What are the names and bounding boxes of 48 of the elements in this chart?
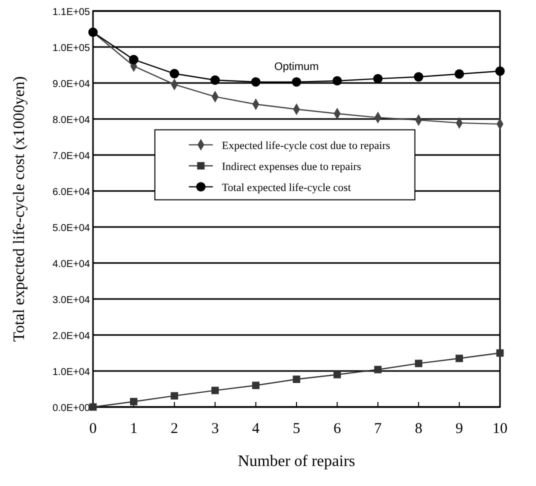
x-axis-title: Number of repairs	[238, 453, 356, 470]
x-tick-label: 1	[130, 421, 138, 437]
point	[170, 392, 178, 400]
point	[495, 66, 505, 76]
point	[332, 76, 342, 86]
point	[251, 77, 261, 87]
point	[170, 68, 180, 78]
y-tick-label: 2.0E+04	[52, 331, 90, 342]
y-tick-label: 6.0E+04	[52, 187, 90, 198]
point	[374, 366, 382, 374]
y-tick-label: 7.0E+04	[52, 151, 90, 162]
x-tick-label: 3	[211, 421, 219, 437]
y-tick-label: 1.0E+05	[52, 43, 90, 54]
y-axis-title: Total expected life-cycle cost (x1000yen)	[11, 76, 28, 342]
point	[211, 386, 219, 394]
x-tick-label: 2	[170, 421, 178, 437]
y-tick-label: 1.1E+05	[52, 7, 90, 18]
y-tick-label: 5.0E+04	[52, 223, 90, 234]
x-tick-label: 0	[89, 421, 97, 437]
y-tick-label: 1.0E+04	[52, 367, 90, 378]
y-tick-label: 0.0E+00	[52, 403, 90, 414]
y-tick-label: 4.0E+04	[52, 259, 90, 270]
y-tick-label: 3.0E+04	[52, 295, 90, 306]
point	[292, 376, 300, 383]
point	[130, 398, 138, 406]
x-tick-label: 10	[492, 421, 508, 437]
point	[454, 69, 464, 79]
y-tick-label: 8.0E+04	[52, 115, 90, 126]
y-tick-label: 9.0E+04	[52, 79, 90, 90]
point	[373, 74, 383, 84]
point	[333, 370, 341, 378]
point	[414, 72, 424, 82]
legend-label: Total expected life-cycle cost	[222, 182, 351, 194]
point	[252, 382, 260, 390]
x-tick-label: 6	[333, 421, 342, 437]
annotation: Optimum	[274, 61, 319, 73]
x-tick-label: 8	[414, 421, 422, 437]
legend-label: Indirect expenses due to repairs	[222, 160, 362, 173]
x-tick-label: 9	[456, 421, 464, 437]
point	[210, 75, 220, 85]
x-tick-label: 4	[252, 421, 260, 437]
point	[292, 77, 302, 87]
point	[414, 360, 422, 368]
point	[456, 354, 464, 362]
x-tick-label: 7	[374, 421, 382, 437]
legend-label: Expected life-cycle cost due to repairs	[222, 140, 390, 152]
point	[128, 54, 138, 64]
x-tick-label: 5	[292, 421, 300, 437]
